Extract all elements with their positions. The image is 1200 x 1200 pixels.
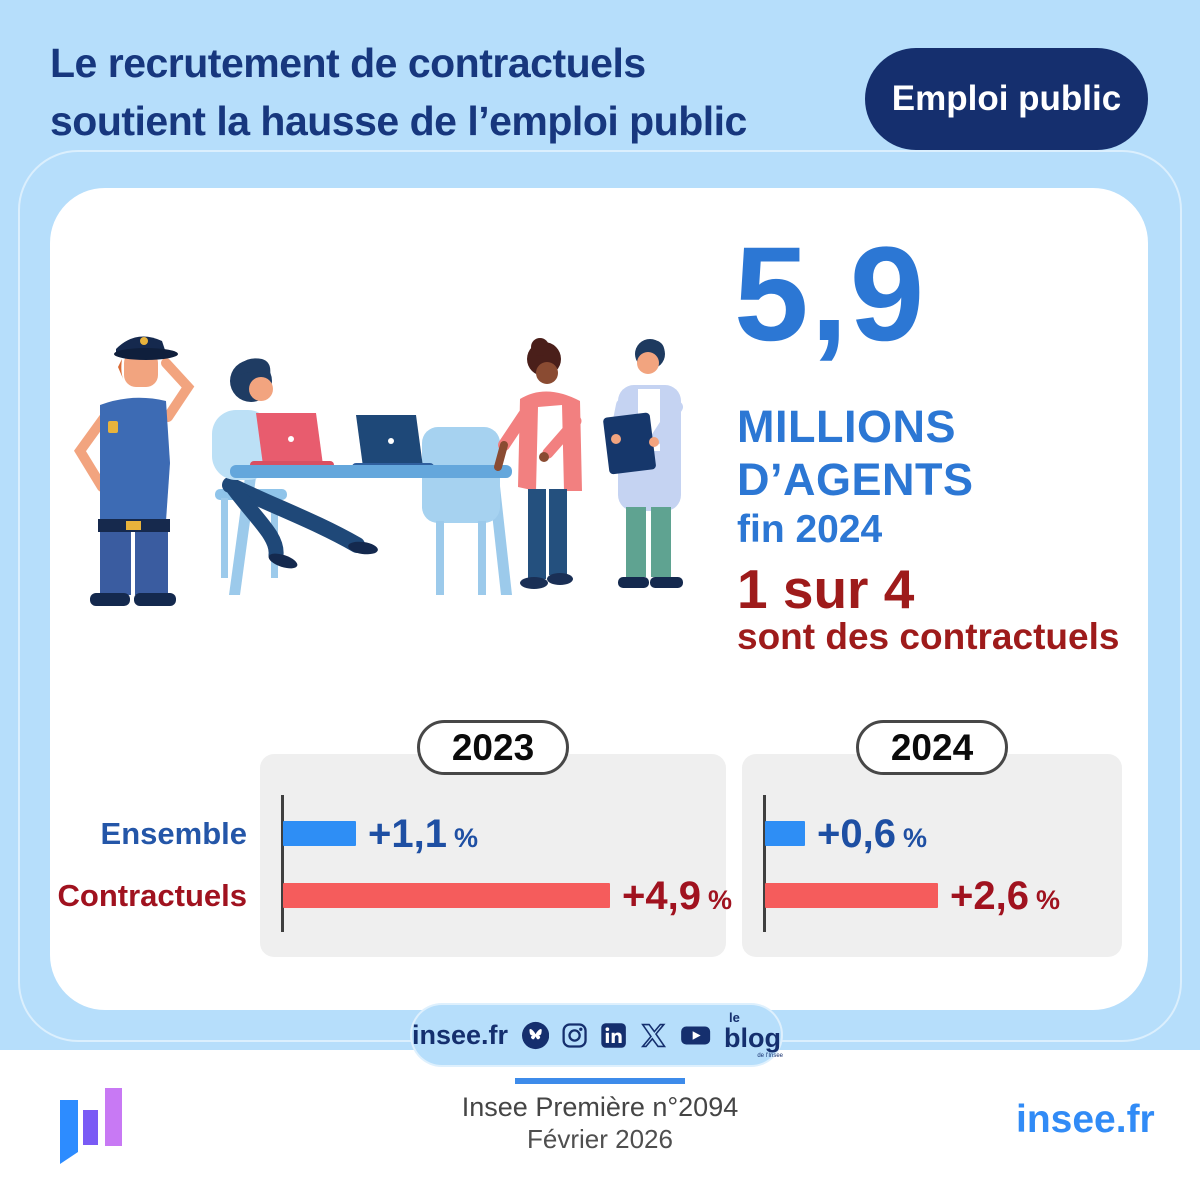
- ratio-headline: 1 sur 4: [737, 558, 915, 620]
- insee-fr-site-link[interactable]: insee.fr: [1016, 1098, 1155, 1141]
- value-ensemble-2023: +1,1%: [368, 812, 478, 856]
- x-icon[interactable]: [640, 1020, 667, 1051]
- officer-arm-salute: [161, 358, 195, 422]
- title-line-1: Le recrutement de contractuels: [50, 40, 646, 86]
- year-pill-2023: 2023: [417, 720, 569, 775]
- period-label: fin 2024: [737, 508, 883, 551]
- category-label-ensemble: Ensemble: [100, 816, 247, 851]
- insee-logo: [60, 1088, 122, 1164]
- officer-pants: [100, 532, 131, 595]
- ratio-caption: sont des contractuels: [737, 616, 1120, 657]
- workers-illustration: [73, 336, 683, 606]
- doctor-pants: [626, 507, 646, 577]
- value-ensemble-2024: +0,6%: [817, 812, 927, 856]
- doctor-clipboard: [603, 412, 656, 475]
- page-title: Le recrutement de contractuels soutient …: [50, 34, 747, 150]
- topic-badge: Emploi public: [865, 48, 1148, 150]
- social-bar: insee.fr le blog de l’Insee: [410, 1003, 783, 1067]
- linkedin-icon[interactable]: [600, 1020, 627, 1051]
- officer-face: [124, 351, 158, 387]
- footer-divider: [515, 1078, 685, 1084]
- bar-contractuels-2024: [765, 883, 938, 908]
- publication-date: Février 2026: [527, 1124, 673, 1154]
- woman-pants: [528, 489, 546, 579]
- title-line-2: soutient la hausse de l’emploi public: [50, 98, 747, 144]
- category-label-contractuels: Contractuels: [57, 878, 247, 913]
- bar-ensemble-2023: [283, 821, 356, 846]
- chart-axis-2023: [281, 795, 284, 932]
- insee-fr-link[interactable]: insee.fr: [412, 1019, 509, 1050]
- le-blog-logo[interactable]: le blog de l’Insee: [724, 1009, 784, 1059]
- chart-panel-2023: 2023 +1,1% +4,9%: [260, 720, 732, 957]
- topic-badge-label: Emploi public: [891, 79, 1122, 118]
- big-number: 5,9: [734, 220, 927, 369]
- bluesky-icon[interactable]: [522, 1020, 550, 1051]
- value-contractuels-2024: +2,6%: [950, 874, 1060, 918]
- officer-arm-hip: [73, 410, 111, 492]
- officer-shirt: [100, 397, 170, 521]
- desk-top: [230, 465, 512, 478]
- chart-panel-2024: 2024 +0,6% +2,6%: [742, 720, 1122, 957]
- chart-axis-2024: [763, 795, 766, 932]
- woman-jacket: [518, 391, 582, 491]
- bar-ensemble-2024: [765, 821, 805, 846]
- value-contractuels-2023: +4,9%: [622, 874, 732, 918]
- youtube-icon[interactable]: [679, 1020, 712, 1051]
- big-number-unit: MILLIONS D’AGENTS: [737, 401, 974, 505]
- bar-contractuels-2023: [283, 883, 610, 908]
- year-pill-2024: 2024: [856, 720, 1008, 775]
- officer-shoe: [90, 593, 130, 606]
- instagram-icon[interactable]: [561, 1020, 588, 1051]
- publication-title: Insee Première n°2094: [461, 1092, 739, 1122]
